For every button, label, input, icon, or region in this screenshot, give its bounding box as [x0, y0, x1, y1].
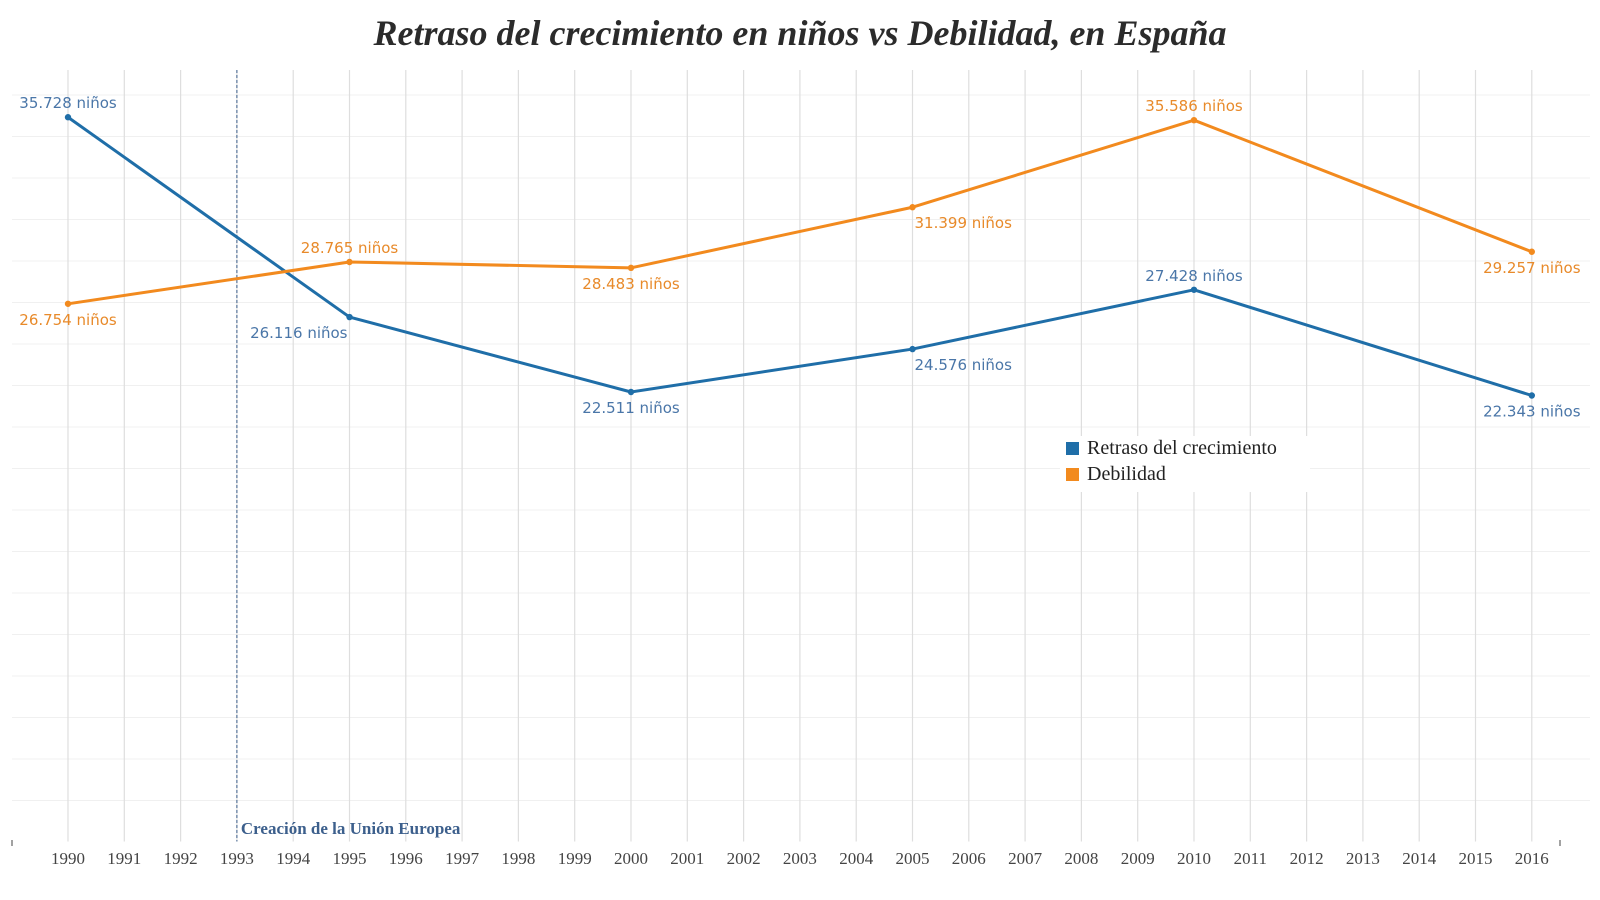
- data-point: [64, 114, 72, 121]
- data-label: 26.754 niños: [19, 311, 117, 329]
- x-tick-label: 2016: [1515, 849, 1549, 868]
- x-tick-label: 2002: [727, 849, 761, 868]
- x-tick-label: 2009: [1121, 849, 1155, 868]
- data-point: [346, 258, 353, 266]
- data-label: 31.399 niños: [915, 214, 1013, 232]
- annotation-layer: Creación de la Unión Europea: [236, 70, 461, 842]
- x-tick-label: 1990: [51, 849, 85, 868]
- data-point: [1190, 286, 1198, 293]
- x-tick-label: 2004: [839, 849, 874, 868]
- legend-swatch: [1066, 442, 1079, 455]
- x-tick-label: 2005: [896, 849, 930, 868]
- x-tick-label: 2010: [1177, 849, 1211, 868]
- data-point: [627, 388, 635, 396]
- x-tick-label: 1994: [276, 849, 311, 868]
- series-line-1: [67, 118, 1533, 306]
- x-tick-label: 2008: [1064, 849, 1098, 868]
- data-label: 24.576 niños: [915, 356, 1013, 374]
- x-tick-label: 1995: [333, 849, 367, 868]
- x-tick-label: 2007: [1008, 849, 1043, 868]
- x-tick-label: 1999: [558, 849, 592, 868]
- x-tick-label: 1998: [501, 849, 535, 868]
- data-point: [909, 204, 916, 211]
- x-tick-label: 2015: [1459, 849, 1493, 868]
- legend-item-label: Debilidad: [1087, 463, 1166, 485]
- data-point: [346, 313, 353, 321]
- data-label: 28.483 niños: [582, 275, 680, 293]
- x-tick-label: 1992: [164, 849, 198, 868]
- data-label-layer: 35.728 niños 26.116 niños 22.511 niños 24.5…: [19, 94, 1580, 420]
- legend-swatch: [1066, 468, 1079, 481]
- data-label: 29.257 niños: [1483, 259, 1581, 277]
- x-tick-label: 2014: [1402, 849, 1437, 868]
- x-tick-label: 2012: [1290, 849, 1324, 868]
- x-tick-label: 2000: [614, 849, 648, 868]
- data-point: [909, 345, 916, 353]
- x-tick-label: 1996: [389, 849, 423, 868]
- x-tick-label: 1993: [220, 849, 254, 868]
- data-label: 28.765 niños: [301, 239, 399, 257]
- annotation-label: Creación de la Unión Europea: [241, 819, 461, 838]
- data-label: 22.511 niños: [582, 399, 680, 417]
- x-tick-label: 2003: [783, 849, 817, 868]
- data-point: [1528, 248, 1536, 255]
- data-label: 26.116 niños: [250, 324, 348, 342]
- x-axis: 1990 1991 1992 1993 1994 1995 1996 1997 1998 1999…: [11, 840, 1590, 868]
- data-point: [64, 300, 72, 307]
- data-point: [1190, 116, 1198, 124]
- data-label: 35.728 niños: [19, 94, 117, 112]
- x-tick-label: 1997: [445, 849, 480, 868]
- data-point: [627, 264, 635, 272]
- legend: Retraso del crecimiento Debilidad: [1060, 436, 1310, 492]
- series-layer: [64, 114, 1536, 399]
- x-tick-label: 2011: [1234, 849, 1267, 868]
- grid-layer: [12, 70, 1590, 842]
- legend-background: [1060, 436, 1310, 492]
- data-label: 27.428 niños: [1145, 267, 1243, 285]
- data-point: [1528, 392, 1536, 399]
- x-tick-label: 2006: [952, 849, 986, 868]
- chart-title: Retraso del crecimiento en niños vs Debi…: [373, 13, 1227, 53]
- data-label: 22.343 niños: [1483, 403, 1581, 421]
- x-tick-label: 1991: [107, 849, 141, 868]
- legend-item-label: Retraso del crecimiento: [1087, 437, 1277, 459]
- series-line-0: [67, 116, 1533, 397]
- data-label: 35.586 niños: [1145, 97, 1243, 115]
- x-tick-label: 2013: [1346, 849, 1380, 868]
- x-tick-label: 2001: [670, 849, 704, 868]
